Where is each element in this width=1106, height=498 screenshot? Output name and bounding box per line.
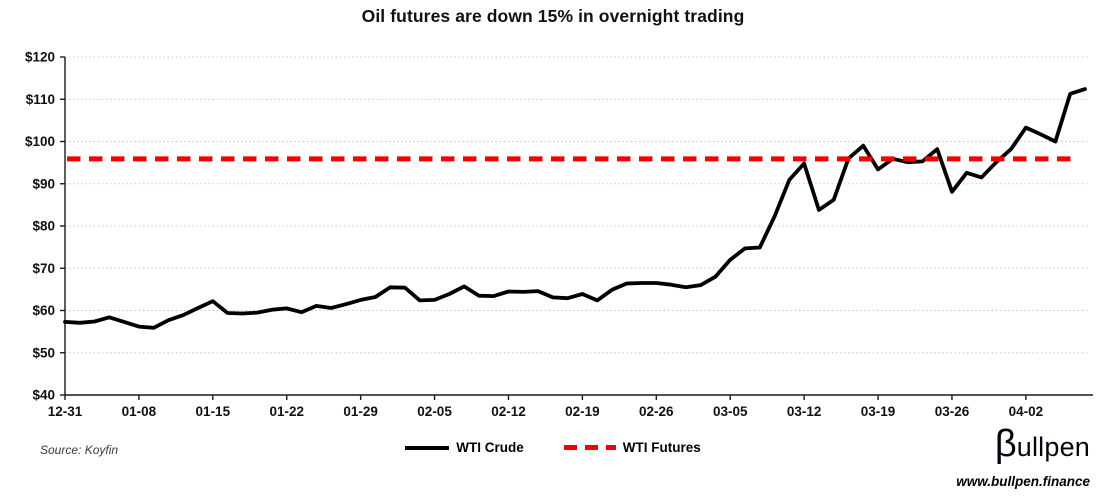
y-tick-label: $70	[32, 261, 55, 276]
brand-website: www.bullpen.finance	[956, 474, 1090, 489]
x-tick-label: 02-12	[491, 404, 526, 419]
x-tick-label: 03-12	[787, 404, 822, 419]
y-tick-label: $90	[32, 176, 55, 191]
x-tick-label: 02-26	[639, 404, 674, 419]
bullpen-logo: βullpen	[956, 424, 1090, 472]
dashed-line-swatch-icon	[563, 445, 616, 450]
x-tick-label: 02-19	[565, 404, 600, 419]
x-tick-label: 03-05	[713, 404, 748, 419]
y-tick-label: $80	[32, 219, 55, 234]
legend: WTI Crude WTI Futures	[0, 440, 1106, 455]
y-tick-label: $100	[25, 134, 55, 149]
legend-item-wti-futures: WTI Futures	[563, 440, 701, 455]
logo-beta-glyph: β	[994, 423, 1017, 465]
x-tick-label: 12-31	[48, 404, 83, 419]
series-line-wti-crude	[63, 87, 1087, 330]
line-chart: $40 $50 $60 $70 $80 $90 $100 $110 $120 12-31 01-08…	[25, 50, 1093, 419]
source-note: Source: Koyfin	[40, 443, 119, 457]
y-tick-label: $50	[32, 345, 55, 360]
solid-line-swatch-icon	[405, 445, 450, 450]
legend-label: WTI Futures	[622, 440, 701, 455]
chart-footer: Source: Koyfin WTI Crude WTI Futures βul…	[0, 424, 1106, 498]
chart-title: Oil futures are down 15% in overnight tr…	[361, 6, 745, 26]
x-tick-label: 01-22	[269, 404, 304, 419]
x-tick-label: 04-02	[1009, 404, 1044, 419]
x-tick-label: 03-19	[861, 404, 896, 419]
x-tick-label: 03-26	[935, 404, 970, 419]
y-tick-label: $60	[32, 303, 55, 318]
x-tick-label: 01-15	[196, 404, 231, 419]
logo-text: ullpen	[1016, 432, 1090, 462]
y-tick-label: $40	[32, 388, 55, 403]
x-tick-label: 01-29	[343, 404, 378, 419]
y-tick-label: $120	[25, 50, 55, 65]
legend-label: WTI Crude	[456, 440, 524, 455]
y-tick-label: $110	[26, 92, 55, 107]
brand-block: βullpen www.bullpen.finance	[956, 424, 1090, 489]
x-tick-label: 02-05	[417, 404, 452, 419]
legend-item-wti-crude: WTI Crude	[405, 440, 524, 455]
x-tick-label: 01-08	[122, 404, 157, 419]
